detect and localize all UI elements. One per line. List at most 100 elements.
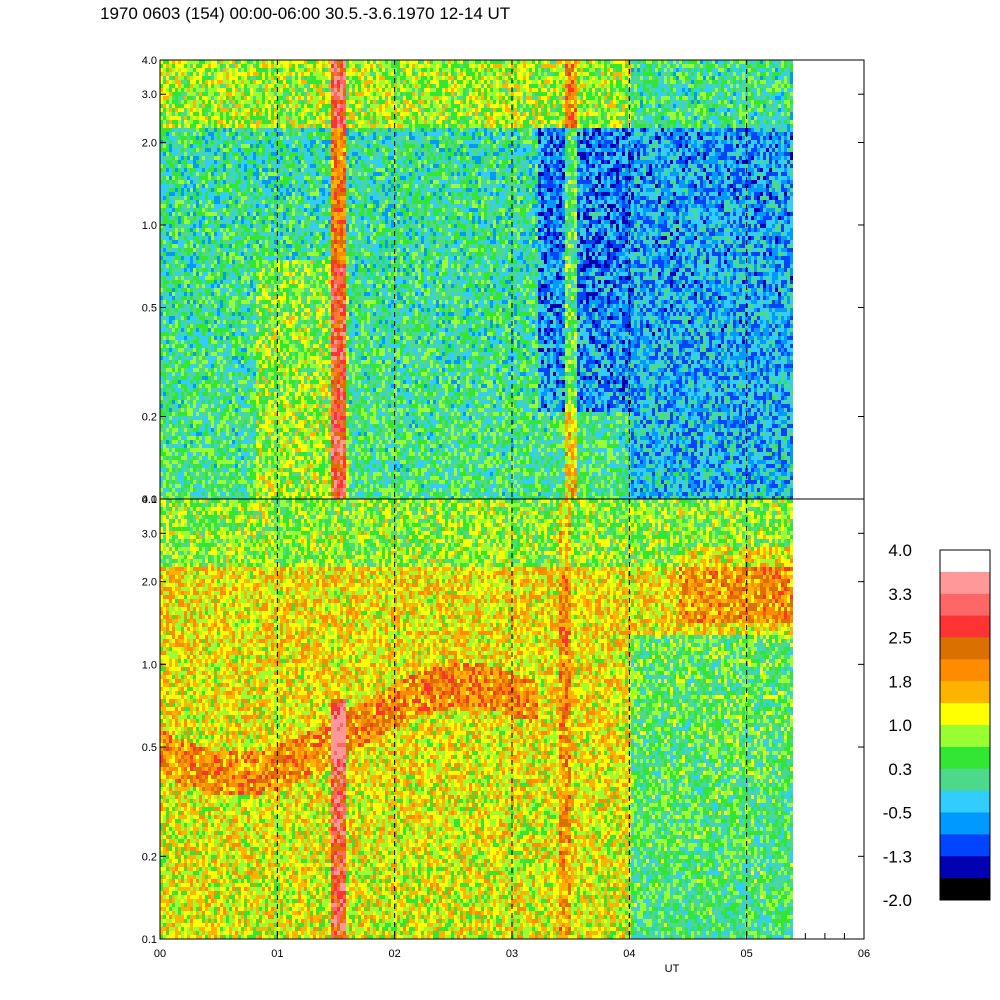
heatmap-cell bbox=[232, 80, 235, 84]
heatmap-cell bbox=[178, 248, 181, 252]
heatmap-cell bbox=[208, 340, 211, 344]
heatmap-cell bbox=[232, 196, 235, 200]
heatmap-cell bbox=[202, 488, 205, 492]
heatmap-cell bbox=[187, 352, 190, 356]
heatmap-cell bbox=[184, 140, 187, 144]
heatmap-cell bbox=[226, 328, 229, 332]
heatmap-cell bbox=[193, 336, 196, 340]
heatmap-column bbox=[163, 60, 166, 500]
heatmap-cell bbox=[184, 372, 187, 376]
heatmap-cell bbox=[190, 332, 193, 336]
heatmap-cell bbox=[214, 80, 217, 84]
heatmap-cell bbox=[217, 460, 220, 464]
heatmap-cell bbox=[175, 132, 178, 136]
heatmap-cell bbox=[175, 448, 178, 452]
heatmap-cell bbox=[220, 108, 223, 112]
heatmap-cell bbox=[163, 308, 166, 312]
heatmap-cell bbox=[202, 60, 205, 64]
heatmap-cell bbox=[181, 96, 184, 100]
heatmap-cell bbox=[232, 240, 235, 244]
heatmap-cell bbox=[172, 76, 175, 80]
heatmap-cell bbox=[226, 316, 229, 320]
heatmap-cell bbox=[172, 208, 175, 212]
heatmap-cell bbox=[193, 232, 196, 236]
heatmap-cell bbox=[166, 152, 169, 156]
heatmap-cell bbox=[178, 240, 181, 244]
heatmap-cell bbox=[223, 488, 226, 492]
heatmap-cell bbox=[232, 112, 235, 116]
heatmap-cell bbox=[199, 260, 202, 264]
heatmap-cell bbox=[202, 112, 205, 116]
heatmap-cell bbox=[181, 168, 184, 172]
heatmap-cell bbox=[190, 404, 193, 408]
heatmap-cell bbox=[175, 76, 178, 80]
heatmap-cell bbox=[190, 68, 193, 72]
heatmap-cell bbox=[223, 148, 226, 152]
heatmap-cell bbox=[190, 124, 193, 128]
heatmap-cell bbox=[202, 80, 205, 84]
heatmap-cell bbox=[193, 236, 196, 240]
heatmap-cell bbox=[205, 276, 208, 280]
heatmap-cell bbox=[214, 184, 217, 188]
heatmap-cell bbox=[229, 256, 232, 260]
heatmap-cell bbox=[178, 196, 181, 200]
heatmap-cell bbox=[208, 336, 211, 340]
heatmap-cell bbox=[196, 440, 199, 444]
heatmap-cell bbox=[214, 452, 217, 456]
heatmap-cell bbox=[187, 196, 190, 200]
heatmap-cell bbox=[205, 452, 208, 456]
heatmap-cell bbox=[199, 152, 202, 156]
heatmap-cell bbox=[217, 144, 220, 148]
heatmap-cell bbox=[187, 60, 190, 64]
heatmap-cell bbox=[211, 128, 214, 132]
heatmap-cell bbox=[202, 408, 205, 412]
heatmap-cell bbox=[202, 348, 205, 352]
heatmap-cell bbox=[193, 464, 196, 468]
heatmap-cell bbox=[220, 460, 223, 464]
heatmap-cell bbox=[211, 492, 214, 496]
heatmap-cell bbox=[163, 268, 166, 272]
heatmap-cell bbox=[202, 320, 205, 324]
heatmap-cell bbox=[193, 456, 196, 460]
heatmap-cell bbox=[232, 332, 235, 336]
heatmap-cell bbox=[220, 228, 223, 232]
heatmap-cell bbox=[214, 464, 217, 468]
heatmap-cell bbox=[229, 80, 232, 84]
heatmap-cell bbox=[211, 464, 214, 468]
heatmap-cell bbox=[220, 412, 223, 416]
heatmap-cell bbox=[193, 144, 196, 148]
heatmap-cell bbox=[169, 488, 172, 492]
heatmap-cell bbox=[181, 252, 184, 256]
heatmap-cell bbox=[172, 356, 175, 360]
heatmap-cell bbox=[211, 160, 214, 164]
heatmap-cell bbox=[181, 424, 184, 428]
heatmap-cell bbox=[220, 316, 223, 320]
heatmap-cell bbox=[205, 64, 208, 68]
heatmap-cell bbox=[172, 376, 175, 380]
heatmap-cell bbox=[190, 256, 193, 260]
heatmap-cell bbox=[166, 172, 169, 176]
heatmap-cell bbox=[166, 116, 169, 120]
heatmap-cell bbox=[163, 152, 166, 156]
heatmap-cell bbox=[181, 112, 184, 116]
heatmap-cell bbox=[169, 88, 172, 92]
heatmap-cell bbox=[163, 212, 166, 216]
heatmap-cell bbox=[187, 368, 190, 372]
heatmap-cell bbox=[169, 360, 172, 364]
heatmap-cell bbox=[166, 428, 169, 432]
heatmap-cell bbox=[217, 428, 220, 432]
heatmap-cell bbox=[196, 368, 199, 372]
heatmap-cell bbox=[175, 248, 178, 252]
heatmap-cell bbox=[229, 88, 232, 92]
heatmap-cell bbox=[226, 268, 229, 272]
heatmap-cell bbox=[229, 304, 232, 308]
heatmap-cell bbox=[166, 332, 169, 336]
heatmap-cell bbox=[181, 208, 184, 212]
heatmap-cell bbox=[226, 288, 229, 292]
heatmap-cell bbox=[229, 72, 232, 76]
heatmap-cell bbox=[226, 404, 229, 408]
heatmap-cell bbox=[166, 388, 169, 392]
heatmap-cell bbox=[187, 68, 190, 72]
heatmap-cell bbox=[163, 312, 166, 316]
heatmap-cell bbox=[184, 228, 187, 232]
